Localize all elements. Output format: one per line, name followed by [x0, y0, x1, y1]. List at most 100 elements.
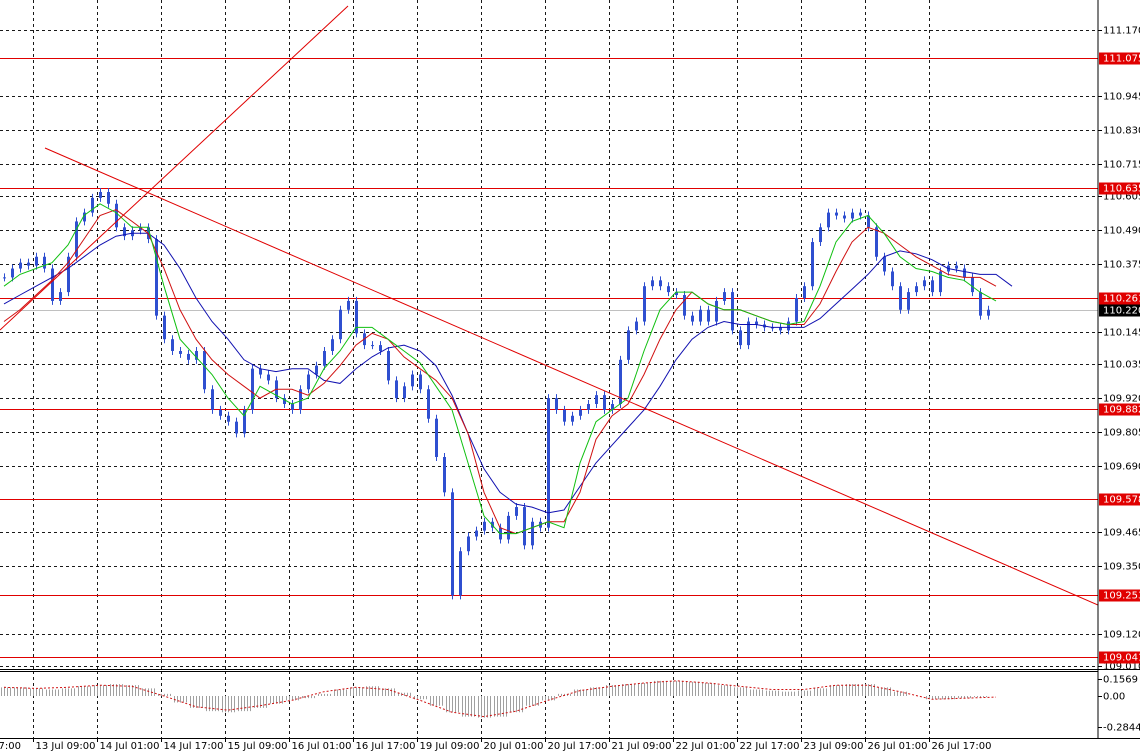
candle	[75, 221, 78, 257]
level-label: 109.253	[1103, 591, 1140, 602]
candle	[787, 321, 790, 331]
candle	[547, 398, 550, 528]
candle	[635, 321, 638, 331]
level-label: 109.041	[1103, 653, 1140, 664]
moving-average	[3, 232, 1013, 514]
y-tick-label: 110.830	[1103, 126, 1140, 137]
candle	[955, 265, 958, 269]
candle	[931, 280, 934, 293]
y-tick-label: 0.1569	[1103, 675, 1138, 686]
price-panel	[0, 58, 1098, 658]
level-label: 109.578	[1103, 495, 1140, 506]
candle	[107, 191, 110, 204]
x-tick-label: 19 Jul 09:00	[420, 741, 480, 752]
candle	[123, 227, 126, 237]
y-tick-label: 109.805	[1103, 428, 1140, 439]
candle	[883, 256, 886, 272]
candle	[283, 398, 286, 404]
candle	[619, 359, 622, 404]
candle	[163, 315, 166, 340]
candle	[443, 456, 446, 493]
y-tick-label: 110.715	[1103, 160, 1140, 171]
indicator-panel	[1, 680, 997, 718]
candle	[835, 212, 838, 216]
x-tick-label: 17:00	[0, 741, 21, 752]
candle	[339, 309, 342, 340]
candle	[979, 292, 982, 316]
candle	[235, 421, 238, 434]
candle	[899, 286, 902, 310]
candle	[419, 374, 422, 390]
candle	[243, 409, 246, 434]
level-label: 109.882	[1103, 405, 1140, 416]
level-label-box	[1099, 403, 1140, 416]
candle	[323, 350, 326, 366]
y-tick-label: 110.605	[1103, 192, 1140, 203]
x-tick-label: 14 Jul 17:00	[164, 741, 224, 752]
candle	[203, 350, 206, 390]
moving-average	[3, 209, 997, 535]
candle	[467, 536, 470, 552]
candle	[859, 212, 862, 216]
level-label: 110.261	[1103, 294, 1140, 305]
candle	[427, 389, 430, 419]
candle	[171, 339, 174, 351]
candle	[219, 409, 222, 416]
candle	[35, 256, 38, 266]
candle	[179, 350, 182, 354]
candle	[963, 268, 966, 278]
candle	[723, 292, 726, 301]
candle	[43, 256, 46, 269]
x-tick-label: 20 Jul 01:00	[484, 741, 544, 752]
candle	[587, 403, 590, 410]
candle	[531, 521, 534, 546]
level-label-box	[1099, 292, 1140, 305]
candle	[915, 286, 918, 293]
candle	[923, 280, 926, 287]
candle	[211, 389, 214, 410]
candle	[315, 365, 318, 375]
candle	[267, 374, 270, 381]
candle	[307, 374, 310, 390]
candle	[515, 507, 518, 516]
current-price-box	[1099, 304, 1140, 317]
candle	[571, 415, 574, 422]
current-price-label: 110.220	[1103, 306, 1140, 317]
candle	[755, 321, 758, 325]
candle	[891, 271, 894, 287]
candle	[259, 368, 262, 375]
x-tick-label: 16 Jul 01:00	[292, 741, 352, 752]
x-tick-label: 23 Jul 09:00	[804, 741, 864, 752]
candle	[747, 321, 750, 346]
candle	[659, 280, 662, 287]
candle	[651, 280, 654, 287]
level-label-box	[1099, 651, 1140, 664]
candle	[939, 271, 942, 293]
y-tick-label: 111.170	[1103, 26, 1140, 37]
candle	[563, 409, 566, 422]
candle	[875, 227, 878, 257]
candle	[227, 415, 230, 422]
candle	[987, 309, 990, 316]
y-tick-label: 110.375	[1103, 260, 1140, 271]
candle	[811, 242, 814, 287]
candle	[867, 215, 870, 228]
candle	[827, 212, 830, 228]
candle	[699, 309, 702, 322]
candle	[507, 515, 510, 540]
candle	[299, 389, 302, 410]
candle	[691, 315, 694, 322]
candle	[715, 300, 718, 322]
candle	[395, 380, 398, 399]
y-tick-label: 109.010	[1103, 662, 1140, 673]
level-label: 110.635	[1103, 184, 1140, 195]
candle	[195, 350, 198, 360]
trend-line	[44, 147, 1098, 606]
candle	[355, 300, 358, 334]
candle	[475, 530, 478, 537]
candle	[411, 374, 414, 387]
candle	[67, 256, 70, 293]
candle	[555, 398, 558, 410]
candle	[59, 292, 62, 301]
candle	[187, 353, 190, 360]
